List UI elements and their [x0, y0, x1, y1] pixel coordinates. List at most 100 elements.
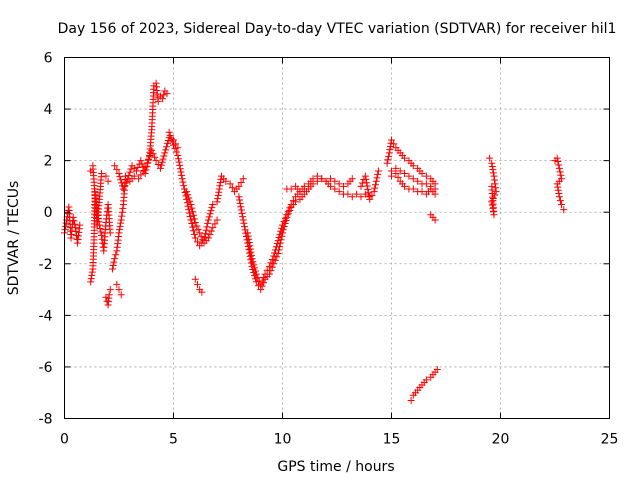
- data-point: [287, 200, 295, 208]
- data-point: [392, 164, 400, 172]
- data-point: [422, 172, 430, 180]
- series-sdtvar-r: [388, 164, 439, 193]
- data-point: [422, 376, 430, 384]
- data-point-trail: [489, 191, 499, 202]
- axis-ticks: 0 5 10 15 20 25 -8 -6 -4 -2 0 2 4 6: [39, 51, 619, 448]
- data-point: [117, 216, 125, 224]
- data-point: [326, 175, 334, 183]
- y-tick-label: -6: [39, 360, 53, 376]
- series-sdtvar-i: [165, 128, 247, 250]
- y-tick-label: -2: [39, 257, 53, 273]
- data-point-trail: [211, 220, 219, 228]
- data-point: [132, 167, 140, 175]
- series-sdtvar-d: [102, 286, 114, 309]
- data-point: [104, 177, 112, 185]
- data-point: [431, 216, 439, 224]
- data-point: [198, 288, 206, 296]
- data-point: [178, 175, 186, 183]
- data-point: [115, 229, 123, 237]
- data-point-trail: [188, 220, 198, 238]
- data-point: [113, 280, 121, 288]
- data-point: [156, 164, 164, 172]
- y-tick-label: 4: [44, 102, 53, 118]
- data-point-trail: [87, 268, 96, 283]
- series-sdtvar-c: [87, 162, 112, 229]
- data-point: [560, 206, 568, 214]
- data-point: [326, 182, 334, 190]
- data-point-trail: [368, 191, 376, 199]
- data-point: [257, 280, 265, 288]
- data-point: [409, 162, 417, 170]
- series-sdtvar-n: [283, 172, 356, 196]
- data-point: [204, 234, 212, 242]
- data-point-trail: [237, 179, 245, 187]
- series-sdtvar-g: [111, 79, 171, 193]
- data-point-trail: [214, 175, 225, 203]
- data-point-trail: [254, 274, 263, 285]
- data-point-trail: [491, 176, 500, 192]
- data-point-trail: [96, 225, 105, 236]
- y-axis-label: SDTVAR / TECUs: [6, 181, 22, 296]
- data-point: [265, 262, 273, 270]
- data-point: [143, 159, 151, 167]
- data-point: [244, 229, 252, 237]
- data-point: [261, 270, 269, 278]
- data-point: [488, 182, 496, 190]
- data-point: [209, 200, 217, 208]
- data-point-trail: [162, 137, 172, 154]
- data-point-trail: [193, 238, 201, 246]
- data-point-trail: [488, 186, 498, 215]
- data-point-trail: [371, 170, 382, 192]
- data-point-trail: [112, 251, 120, 259]
- series-sdtvar-p: [383, 136, 439, 188]
- x-tick-label: 0: [60, 432, 69, 448]
- data-point-trail: [271, 253, 281, 264]
- series-sdtvar-o: [357, 167, 382, 203]
- data-point: [331, 185, 339, 193]
- x-axis-label: GPS time / hours: [277, 459, 394, 475]
- data-point: [287, 185, 295, 193]
- data-point-trail: [488, 162, 497, 177]
- data-point-trail: [134, 160, 143, 172]
- data-point-trail: [89, 242, 98, 270]
- data-point-trail: [249, 258, 259, 275]
- data-point: [344, 190, 352, 198]
- data-point: [553, 180, 561, 188]
- data-point: [187, 216, 195, 224]
- data-point-trail: [70, 217, 79, 228]
- data-point: [163, 90, 171, 98]
- data-point: [235, 182, 243, 190]
- data-point-trail: [244, 242, 255, 267]
- data-point: [130, 172, 138, 180]
- x-tick-label: 15: [383, 432, 401, 448]
- data-point-trail: [141, 163, 149, 171]
- data-point-trail: [236, 196, 247, 221]
- data-point: [309, 175, 317, 183]
- data-point-trail: [174, 155, 186, 179]
- data-point: [374, 167, 382, 175]
- data-point: [235, 193, 243, 201]
- data-point-trail: [121, 178, 130, 190]
- data-point: [98, 170, 106, 178]
- data-point: [222, 177, 230, 185]
- data-point: [385, 149, 393, 157]
- data-point: [191, 234, 199, 242]
- data-point: [322, 177, 330, 185]
- data-points: [61, 79, 568, 404]
- data-point: [409, 175, 417, 183]
- data-point: [300, 182, 308, 190]
- x-tick-label: 10: [274, 432, 292, 448]
- data-point-trail: [206, 227, 215, 239]
- data-point: [433, 366, 441, 374]
- x-tick-label: 5: [169, 432, 178, 448]
- data-point: [370, 188, 378, 196]
- data-point-trail: [125, 165, 135, 179]
- data-point: [427, 182, 435, 190]
- data-point-trail: [154, 161, 162, 169]
- data-point: [239, 216, 247, 224]
- data-point-trail: [118, 204, 127, 220]
- data-point: [152, 157, 160, 165]
- data-point: [348, 193, 356, 201]
- data-point-trail: [152, 83, 162, 102]
- data-point: [283, 211, 291, 219]
